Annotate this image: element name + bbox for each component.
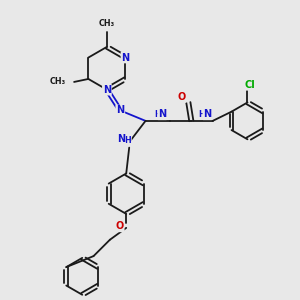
Text: O: O xyxy=(116,221,124,231)
Text: CH₃: CH₃ xyxy=(99,19,115,28)
Text: H: H xyxy=(124,136,131,145)
Text: N: N xyxy=(203,109,211,119)
Text: N: N xyxy=(117,134,125,144)
Text: N: N xyxy=(116,106,124,116)
Text: O: O xyxy=(178,92,186,102)
Text: H: H xyxy=(154,110,161,119)
Text: H: H xyxy=(199,110,206,119)
Text: N: N xyxy=(103,85,111,95)
Text: N: N xyxy=(158,109,166,119)
Text: CH₃: CH₃ xyxy=(50,77,66,86)
Text: N: N xyxy=(122,52,130,63)
Text: Cl: Cl xyxy=(244,80,255,90)
